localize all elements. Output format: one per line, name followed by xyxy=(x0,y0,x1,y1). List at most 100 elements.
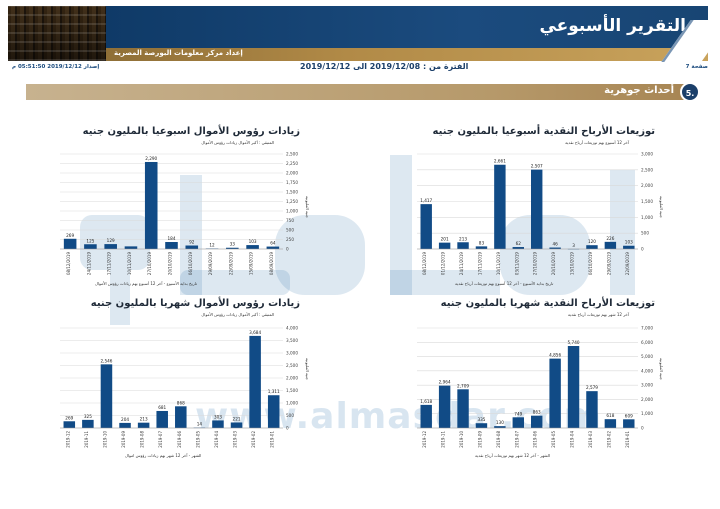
bar xyxy=(530,415,543,428)
bar xyxy=(185,245,199,249)
x-tick-label: 2019-01 xyxy=(270,431,275,448)
x-tick-label: 10/11/2019 xyxy=(496,252,501,276)
chart-weekly-cash-dividends: توزيعات الأرباح النقدية أسبوعيا بالمليون… xyxy=(405,126,664,296)
bar xyxy=(567,346,580,428)
x-tick-label: 2019-08 xyxy=(140,431,145,448)
chart-title: توزيعات الأرباح النقدية شهريا بالمليون ج… xyxy=(440,298,655,309)
data-label: 184 xyxy=(168,236,176,241)
header-subtitle-bar: إعداد مركز معلومات البورصة المصرية xyxy=(106,48,708,61)
data-label: 129 xyxy=(107,238,115,243)
x-tick-label: 08/12/2019 xyxy=(66,252,71,276)
x-tick-label: 24/11/2019 xyxy=(86,252,91,276)
y-tick-label: 1,500 xyxy=(286,388,298,393)
x-tick-label: 10/11/2019 xyxy=(127,252,132,276)
y-tick-label: 1,500 xyxy=(286,190,298,195)
x-tick-label: 2019-03 xyxy=(588,431,593,448)
x-tick-label: 27/10/2019 xyxy=(147,252,152,276)
bar xyxy=(494,426,506,428)
x-tick-label: 06/10/2019 xyxy=(188,252,193,276)
x-tick-label: 17/11/2019 xyxy=(107,252,112,276)
bar xyxy=(438,242,451,249)
bar xyxy=(230,422,243,428)
x-axis-label: الشهر - آخر 12 شهر بهم زيادات رؤوس اموال xyxy=(125,453,202,458)
y-tick-label: 1,750 xyxy=(286,180,298,185)
bar xyxy=(623,245,635,249)
header-photo xyxy=(8,6,106,61)
x-tick-label: 2019-12 xyxy=(422,431,427,448)
data-label: 1,417 xyxy=(420,198,432,203)
x-tick-label: 2019-09 xyxy=(121,431,126,448)
data-label: 2,709 xyxy=(457,383,469,388)
bar xyxy=(266,246,280,249)
bar xyxy=(604,419,617,428)
x-tick-label: 2019-10 xyxy=(459,431,464,448)
bar xyxy=(586,245,598,249)
chart-subtitle: آخر 12 شهر بهم توزيعات أرباح نقدية xyxy=(567,312,629,317)
y-tick-label: 1,000 xyxy=(286,401,298,406)
chart-plot: 0 500 1,000 1,500 2,000 2,500 3,000 3,500 4,000 2… xyxy=(60,326,298,448)
x-tick-label: 2019-02 xyxy=(606,431,611,448)
bar xyxy=(457,242,469,249)
y-tick-label: 7,000 xyxy=(641,326,653,331)
data-label: 4,856 xyxy=(549,353,561,358)
y-tick-label: 500 xyxy=(286,413,294,418)
bar xyxy=(63,421,76,428)
data-label: 221 xyxy=(233,416,241,421)
y-tick-label: 5,000 xyxy=(641,354,653,359)
x-tick-label: 08/12/2019 xyxy=(422,252,427,276)
y-tick-label: 3,000 xyxy=(641,383,653,388)
data-label: 609 xyxy=(625,413,633,418)
data-label: 103 xyxy=(249,239,257,244)
x-tick-label: 2019-11 xyxy=(84,431,89,448)
y-tick-label: 2,500 xyxy=(286,152,298,157)
data-label: 2,579 xyxy=(586,385,598,390)
data-label: 749 xyxy=(514,411,522,416)
bar xyxy=(267,395,280,428)
x-tick-label: 22/09/2019 xyxy=(625,252,630,276)
x-tick-label: 2019-06 xyxy=(177,431,182,448)
y-tick-label: 2,000 xyxy=(641,397,653,402)
y-axis-label: جنيه المليونيه xyxy=(659,358,664,381)
data-label: 64 xyxy=(270,241,276,246)
bar xyxy=(512,417,525,428)
y-axis-label: جنيه المليونيه xyxy=(659,196,664,219)
x-tick-label: 2019-03 xyxy=(233,431,238,448)
x-tick-label: 2019-04 xyxy=(214,431,219,448)
y-tick-label: 1,250 xyxy=(286,199,298,204)
chart-subtitle: المتبقي : أكبر الأموال زيادات رؤوس الأمو… xyxy=(201,312,274,317)
bar xyxy=(249,335,261,428)
x-tick-label: 2019-11 xyxy=(441,431,446,448)
section-number: 5. xyxy=(680,82,700,102)
bar xyxy=(82,419,94,428)
x-tick-label: 2019-02 xyxy=(251,431,256,448)
data-label: 868 xyxy=(177,400,185,405)
y-tick-label: 1,000 xyxy=(286,209,298,214)
y-tick-label: 2,000 xyxy=(286,376,298,381)
bar xyxy=(104,244,117,249)
bar xyxy=(438,385,451,428)
x-tick-label: 20/10/2019 xyxy=(551,252,556,276)
x-tick-label: 27/10/2019 xyxy=(533,252,538,276)
x-tick-label: 08/09/2019 xyxy=(269,252,274,276)
x-tick-label: 29/09/2019 xyxy=(606,252,611,276)
y-tick-label: 3,000 xyxy=(641,152,653,157)
y-tick-label: 2,000 xyxy=(286,171,298,176)
meta-row: إصدار 2019/12/12 05:51:50 م الفترة من : … xyxy=(0,62,720,74)
y-tick-label: 2,500 xyxy=(286,363,298,368)
y-tick-label: 500 xyxy=(641,231,649,236)
report-title: التقرير الأسبوعي xyxy=(539,16,686,36)
bar xyxy=(623,419,635,428)
chart-plot: 0 500 1,000 1,500 2,000 2,500 3,000 1,417 08/12/… xyxy=(417,152,653,276)
y-tick-label: 4,000 xyxy=(286,326,298,331)
data-label: 3 xyxy=(572,243,575,248)
data-label: 12 xyxy=(209,243,215,248)
x-tick-label: 06/10/2019 xyxy=(588,252,593,276)
data-label: 335 xyxy=(477,417,485,422)
bar xyxy=(156,410,168,428)
watermark-logo xyxy=(70,155,660,325)
bar xyxy=(530,169,543,249)
bar xyxy=(549,247,561,249)
bar xyxy=(226,247,239,249)
y-tick-label: 3,500 xyxy=(286,338,298,343)
data-label: 204 xyxy=(121,417,129,422)
